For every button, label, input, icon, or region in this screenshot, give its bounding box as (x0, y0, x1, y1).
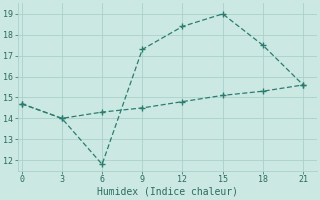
X-axis label: Humidex (Indice chaleur): Humidex (Indice chaleur) (97, 187, 237, 197)
